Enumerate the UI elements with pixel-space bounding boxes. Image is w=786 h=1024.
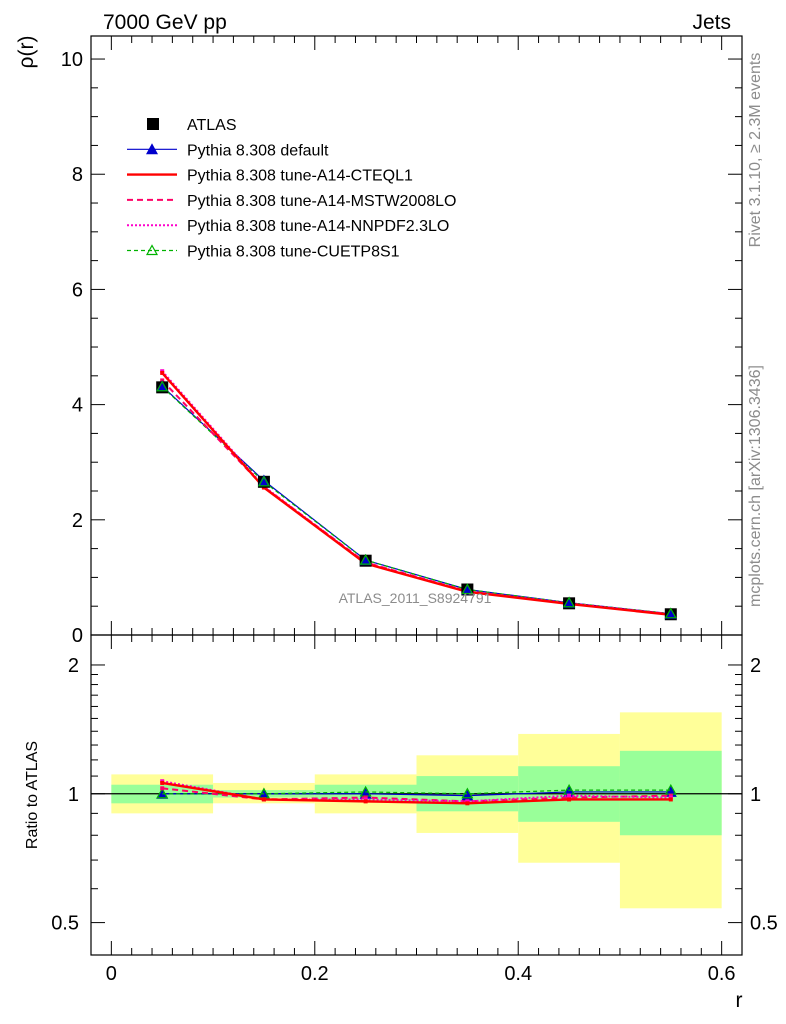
main-y-tick-label: 6 bbox=[72, 279, 83, 301]
ratio-plot-axes: 0 0.2 0.4 0.6 0.5 0.5 1 1 2 2 bbox=[51, 634, 778, 985]
ratio-series-cuetp-line bbox=[162, 789, 671, 795]
ratio-series-cteql1-point bbox=[668, 797, 673, 802]
main-y-tick-label: 2 bbox=[72, 510, 83, 532]
x-tick-label: 0.4 bbox=[504, 963, 532, 985]
rivet-label: Rivet 3.1.10, ≥ 2.3M events bbox=[747, 53, 764, 248]
ratio-series-cuetp-point bbox=[461, 787, 474, 799]
ratio-series-cteql1-point bbox=[160, 780, 165, 785]
main-series-cuetp-point-top bbox=[563, 596, 576, 608]
ratio-y-tick-label-right: 1 bbox=[750, 784, 761, 806]
legend-label-cuetp: Pythia 8.308 tune-CUETP8S1 bbox=[187, 244, 400, 261]
mcplots-label: mcplots.cern.ch [arXiv:1306.3436] bbox=[747, 365, 764, 607]
ratio-y-tick-label-right: 0.5 bbox=[750, 913, 778, 935]
main-y-tick-label: 8 bbox=[72, 164, 83, 186]
x-tick-label: 0.6 bbox=[708, 963, 736, 985]
main-series-default-point-top bbox=[359, 554, 372, 566]
main-series-default-line bbox=[161, 385, 671, 615]
ratio-series-cuetp-point bbox=[156, 787, 169, 799]
legend: ATLAS Pythia 8.308 default Pythia 8.308 tu… bbox=[127, 117, 456, 261]
legend-label-mstw: Pythia 8.308 tune-A14-MSTW2008LO bbox=[187, 193, 456, 210]
main-series-cuetp-point-top bbox=[257, 475, 270, 487]
main-y-axis-label: ρ(r) bbox=[15, 36, 38, 69]
analysis-watermark: ATLAS_2011_S8924791 bbox=[339, 590, 492, 606]
ratio-series-nnpdf-line bbox=[162, 780, 671, 803]
ratio-series-cteql1-point bbox=[363, 799, 368, 804]
main-series-cuetp-point-top bbox=[461, 583, 474, 595]
main-series-default-point-top bbox=[664, 607, 677, 619]
main-series-cuetp-point-top bbox=[664, 607, 677, 619]
main-y-tick-label: 4 bbox=[72, 395, 83, 417]
main-series-cuetp-point-top bbox=[359, 553, 372, 565]
legend-label-nnpdf: Pythia 8.308 tune-A14-NNPDF2.3LO bbox=[187, 218, 449, 235]
legend-label-cteql1: Pythia 8.308 tune-A14-CTEQL1 bbox=[187, 168, 413, 185]
ratio-uncertainty-bands bbox=[91, 712, 742, 909]
main-plot-series bbox=[156, 369, 677, 621]
ratio-series-cteql1-point bbox=[567, 797, 572, 802]
header-left-label: 7000 GeV pp bbox=[103, 11, 227, 34]
legend-label-default: Pythia 8.308 default bbox=[187, 142, 329, 159]
ratio-y-tick-label: 0.5 bbox=[51, 913, 79, 935]
ratio-series-cteql1-point bbox=[261, 797, 266, 802]
main-plot-axes: 0 2 4 6 8 10 bbox=[61, 35, 743, 647]
main-series-default-point-top bbox=[563, 596, 576, 608]
main-series-cuetp-line bbox=[161, 386, 671, 615]
ratio-y-tick-label: 2 bbox=[68, 655, 79, 677]
ratio-plot-series bbox=[156, 779, 677, 806]
legend-marker-default bbox=[146, 143, 158, 155]
x-axis-label: r bbox=[736, 989, 743, 1012]
main-y-tick-label: 0 bbox=[72, 625, 83, 647]
main-series-cteql1-point bbox=[160, 370, 165, 375]
x-tick-label: 0.2 bbox=[301, 963, 329, 985]
main-series-cteql1-line bbox=[161, 372, 671, 617]
ratio-series-cteql1-line bbox=[162, 781, 671, 805]
ratio-series-cteql1-point bbox=[465, 801, 470, 806]
x-tick-label: 0 bbox=[106, 963, 117, 985]
main-series-default-point-top bbox=[156, 380, 169, 392]
legend-label-atlas: ATLAS bbox=[187, 117, 237, 134]
ratio-y-tick-label-right: 2 bbox=[750, 655, 761, 677]
main-series-default-point-top bbox=[461, 583, 474, 595]
ratio-series-mstw-point bbox=[160, 786, 165, 791]
ratio-y-axis-label: Ratio to ATLAS bbox=[24, 741, 41, 849]
ratio-y-tick-label: 1 bbox=[68, 784, 79, 806]
main-series-mstw-line bbox=[161, 379, 671, 616]
main-y-tick-label: 10 bbox=[61, 49, 83, 71]
ratio-series-nnpdf-point bbox=[567, 793, 572, 798]
legend-marker-atlas bbox=[147, 118, 159, 130]
header-right-label: Jets bbox=[692, 11, 731, 34]
legend-marker-cuetp bbox=[145, 244, 159, 256]
main-series-cuetp-point-top bbox=[156, 380, 169, 392]
